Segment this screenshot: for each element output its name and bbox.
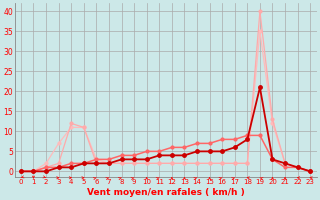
X-axis label: Vent moyen/en rafales ( km/h ): Vent moyen/en rafales ( km/h )	[87, 188, 244, 197]
